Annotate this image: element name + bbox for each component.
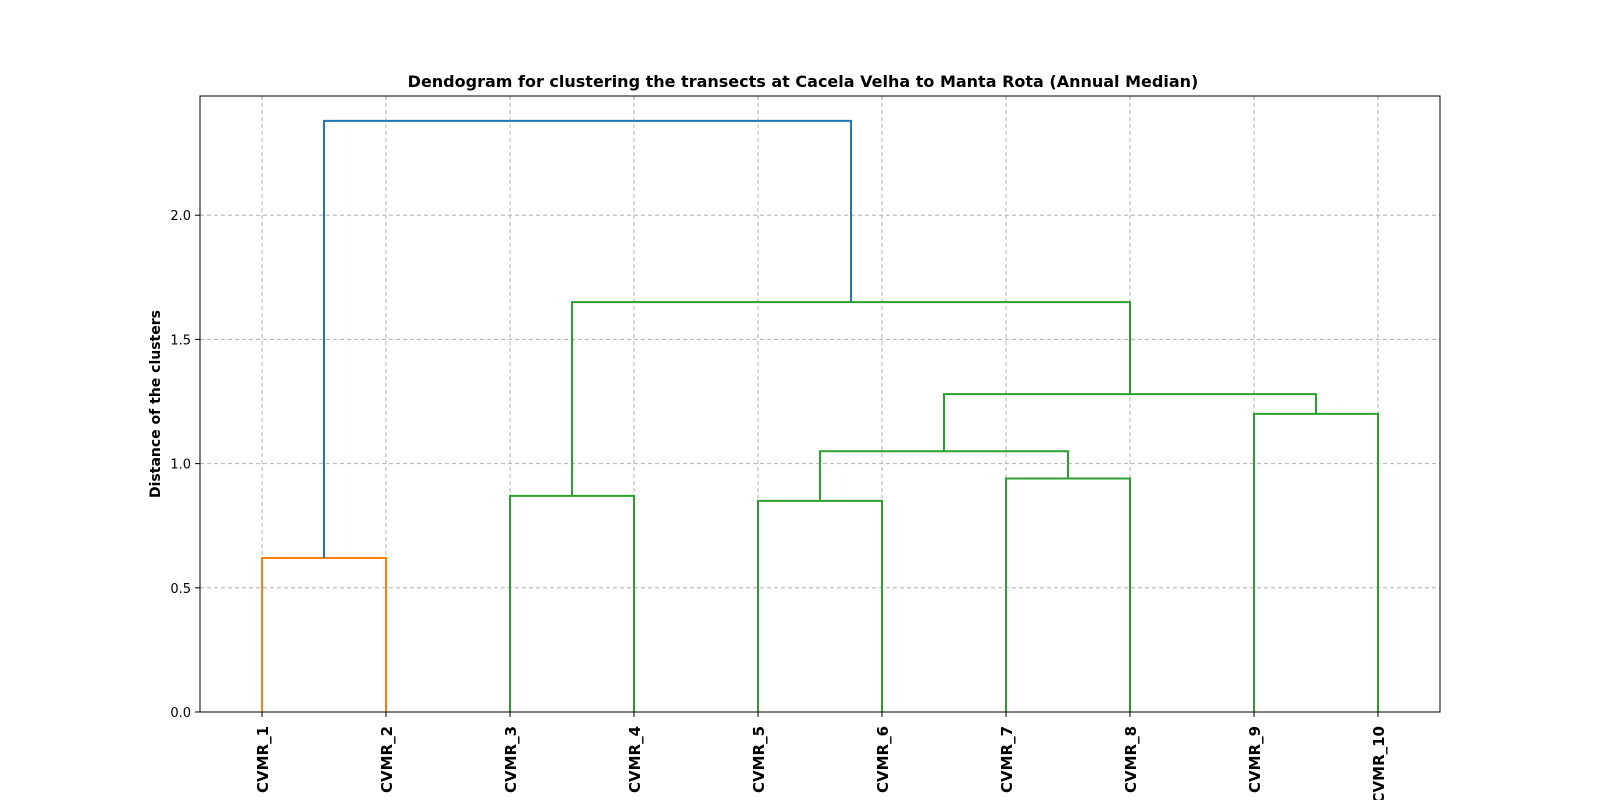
leaf-label: CVMR_6 — [874, 726, 892, 793]
dendrogram-link — [819, 450, 1069, 501]
leaf-label: CVMR_1 — [254, 726, 272, 793]
y-axis-ticks: 0.0 0.5 1.0 1.5 2.0 — [170, 209, 200, 721]
y-axis-label: Distance of the clusters — [148, 310, 164, 498]
dendrogram-link — [323, 119, 852, 558]
leaf-label: CVMR_3 — [502, 726, 520, 793]
y-tick-label: 1.0 — [170, 458, 191, 473]
dendrogram-link — [509, 494, 635, 712]
leaf-label: CVMR_7 — [998, 726, 1016, 793]
plot-frame — [199, 95, 1441, 713]
y-tick-label: 0.5 — [170, 582, 191, 597]
dendrogram-links — [261, 119, 1379, 712]
leaf-label: CVMR_9 — [1246, 726, 1264, 793]
y-tick-label: 0.0 — [170, 706, 191, 721]
y-tick-label: 2.0 — [170, 209, 191, 224]
dendrogram-link — [571, 301, 1131, 496]
dendrogram-link — [261, 557, 387, 712]
leaf-label: CVMR_8 — [1122, 726, 1140, 793]
y-tick-label: 1.5 — [170, 333, 191, 348]
leaf-label: CVMR_10 — [1370, 726, 1388, 800]
chart-title: Dendogram for clustering the transects a… — [408, 72, 1199, 91]
leaf-label: CVMR_5 — [750, 726, 768, 793]
dendrogram-link — [943, 393, 1317, 452]
dendrogram-link — [757, 499, 883, 712]
leaf-label: CVMR_4 — [626, 726, 644, 793]
leaf-label: CVMR_2 — [378, 726, 396, 793]
dendrogram-link — [1005, 477, 1131, 712]
x-axis-ticks: CVMR_1 CVMR_2 CVMR_3 CVMR_4 CVMR_5 CVMR_6 CVMR… — [254, 712, 1388, 800]
dendrogram-link — [1253, 412, 1379, 712]
